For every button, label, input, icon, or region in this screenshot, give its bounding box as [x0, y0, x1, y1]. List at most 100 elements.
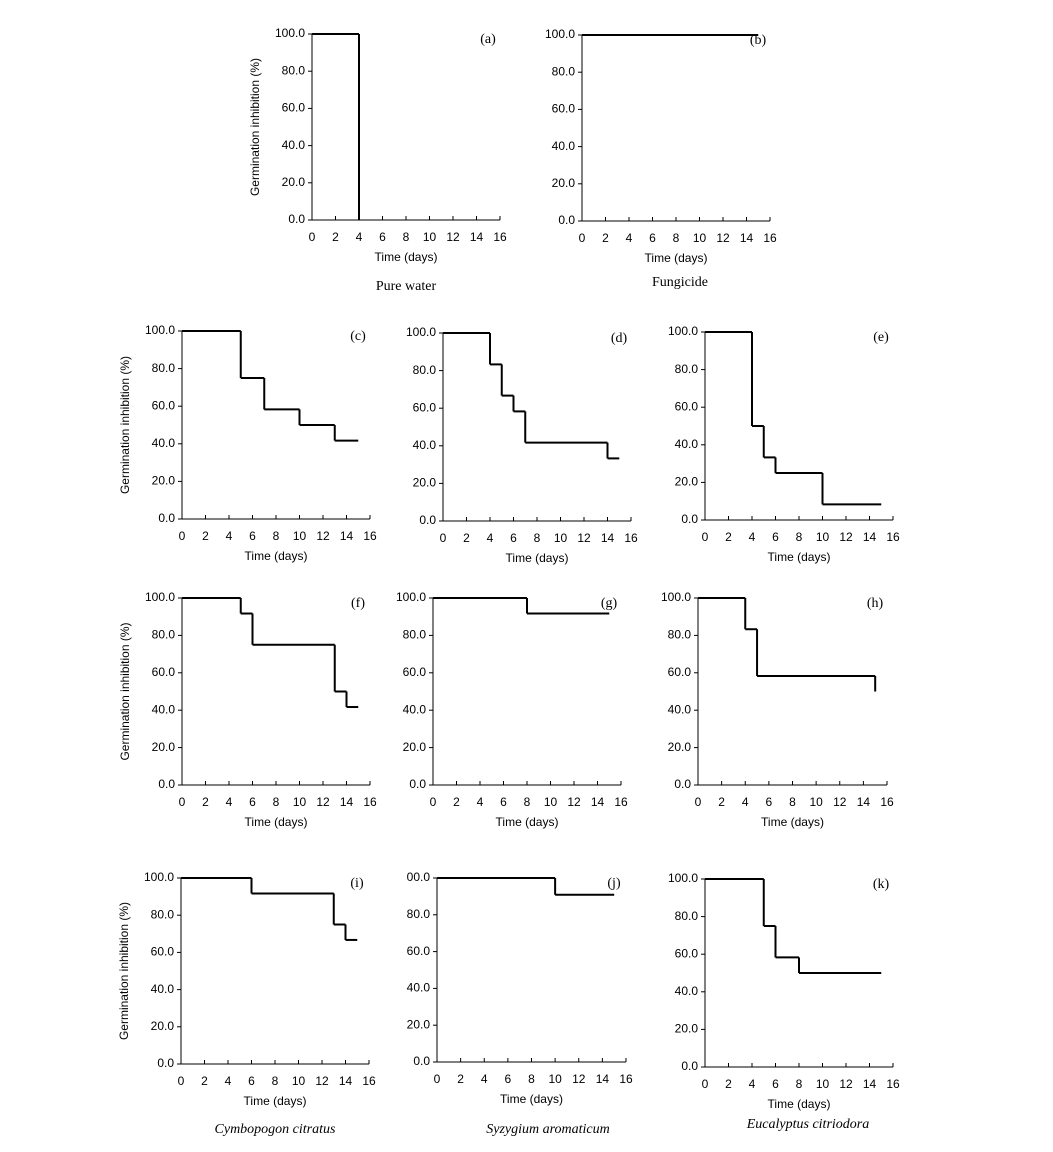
- x-tick-label: 0: [309, 230, 316, 244]
- y-tick-label: 0.0: [413, 1054, 430, 1068]
- y-tick-label: 00.0: [407, 870, 431, 884]
- x-tick-label: 2: [718, 795, 725, 809]
- x-tick-label: 8: [534, 531, 541, 545]
- x-tick-label: 2: [602, 231, 609, 245]
- x-tick-label: 2: [725, 530, 732, 544]
- y-axis-label: Germination inhibition (%): [117, 902, 131, 1040]
- x-tick-label: 14: [340, 795, 354, 809]
- y-tick-label: 0.0: [158, 777, 175, 791]
- panel-label: (e): [873, 330, 889, 345]
- x-tick-label: 8: [796, 1077, 803, 1091]
- panel-label: (i): [350, 876, 364, 891]
- x-tick-label: 16: [614, 795, 628, 809]
- x-tick-label: 2: [202, 795, 209, 809]
- x-tick-label: 0: [179, 795, 186, 809]
- x-axis-label: Time (days): [506, 551, 569, 565]
- caption: Eucalyptus citriodora: [746, 1117, 870, 1132]
- x-axis-label: Time (days): [768, 550, 831, 564]
- x-tick-label: 0: [579, 231, 586, 245]
- y-tick-label: 80.0: [552, 64, 576, 78]
- y-tick-label: 100.0: [668, 324, 698, 338]
- x-tick-label: 0: [702, 1077, 709, 1091]
- x-tick-label: 12: [446, 230, 460, 244]
- x-tick-label: 16: [763, 231, 777, 245]
- y-tick-label: 20.0: [152, 740, 176, 754]
- y-tick-label: 0.0: [681, 512, 698, 526]
- x-tick-label: 14: [857, 795, 871, 809]
- x-tick-label: 4: [742, 795, 749, 809]
- x-tick-label: 4: [226, 795, 233, 809]
- x-tick-label: 12: [839, 1077, 853, 1091]
- x-axis-label: Time (days): [245, 549, 308, 563]
- y-tick-label: 100.0: [545, 27, 575, 41]
- x-tick-label: 10: [423, 230, 437, 244]
- x-tick-label: 16: [624, 531, 638, 545]
- y-tick-label: 0.0: [157, 1056, 174, 1070]
- panel-label: (b): [750, 33, 767, 48]
- x-tick-label: 12: [572, 1072, 586, 1086]
- x-tick-label: 12: [839, 530, 853, 544]
- x-tick-label: 0: [179, 529, 186, 543]
- x-tick-label: 6: [500, 795, 507, 809]
- y-tick-label: 0.0: [409, 777, 426, 791]
- x-tick-label: 14: [601, 531, 615, 545]
- x-tick-label: 4: [477, 795, 484, 809]
- x-tick-label: 8: [528, 1072, 535, 1086]
- x-tick-label: 0: [702, 530, 709, 544]
- y-tick-label: 40.0: [675, 437, 699, 451]
- y-tick-label: 100.0: [275, 26, 305, 40]
- x-tick-label: 10: [293, 795, 307, 809]
- y-tick-label: 0.0: [158, 511, 175, 525]
- y-axis-label: Germination inhibition (%): [118, 356, 132, 494]
- x-tick-label: 0: [178, 1074, 185, 1088]
- x-tick-label: 10: [816, 1077, 830, 1091]
- y-tick-label: 100.0: [661, 590, 691, 604]
- y-tick-label: 20.0: [675, 1022, 699, 1036]
- x-tick-label: 10: [548, 1072, 562, 1086]
- x-tick-label: 0: [430, 795, 437, 809]
- x-tick-label: 16: [362, 1074, 376, 1088]
- caption: Pure water: [376, 279, 437, 294]
- panel-label: (a): [480, 32, 496, 47]
- x-tick-label: 4: [226, 529, 233, 543]
- y-tick-label: 0.0: [674, 777, 691, 791]
- x-tick-label: 6: [766, 795, 773, 809]
- y-tick-label: 0.0: [419, 513, 436, 527]
- y-tick-label: 20.0: [282, 175, 306, 189]
- x-tick-label: 14: [591, 795, 605, 809]
- y-tick-label: 100.0: [145, 590, 175, 604]
- y-tick-label: 40.0: [413, 438, 437, 452]
- y-tick-label: 100.0: [668, 871, 698, 885]
- x-axis-label: Time (days): [645, 251, 708, 265]
- y-tick-label: 40.0: [675, 984, 699, 998]
- x-axis-label: Time (days): [761, 815, 824, 829]
- y-tick-label: 60.0: [668, 665, 692, 679]
- x-tick-label: 16: [619, 1072, 633, 1086]
- x-tick-label: 16: [363, 795, 377, 809]
- x-tick-label: 14: [340, 529, 354, 543]
- x-tick-label: 16: [886, 1077, 900, 1091]
- y-tick-label: 60.0: [407, 944, 431, 958]
- caption: Syzygium aromaticum: [486, 1122, 610, 1137]
- x-tick-label: 14: [596, 1072, 610, 1086]
- x-tick-label: 8: [796, 530, 803, 544]
- y-tick-label: 40.0: [403, 702, 427, 716]
- y-tick-label: 60.0: [413, 400, 437, 414]
- panel-label: (j): [607, 876, 621, 891]
- x-tick-label: 8: [273, 795, 280, 809]
- x-tick-label: 12: [315, 1074, 329, 1088]
- x-tick-label: 4: [749, 530, 756, 544]
- y-tick-label: 80.0: [403, 628, 427, 642]
- y-tick-label: 40.0: [407, 981, 431, 995]
- x-tick-label: 2: [725, 1077, 732, 1091]
- y-tick-label: 20.0: [413, 476, 437, 490]
- x-tick-label: 4: [626, 231, 633, 245]
- y-tick-label: 0.0: [681, 1059, 698, 1073]
- x-tick-label: 10: [809, 795, 823, 809]
- x-tick-label: 6: [649, 231, 656, 245]
- y-tick-label: 80.0: [413, 363, 437, 377]
- x-tick-label: 8: [789, 795, 796, 809]
- x-tick-label: 4: [225, 1074, 232, 1088]
- y-tick-label: 80.0: [282, 63, 306, 77]
